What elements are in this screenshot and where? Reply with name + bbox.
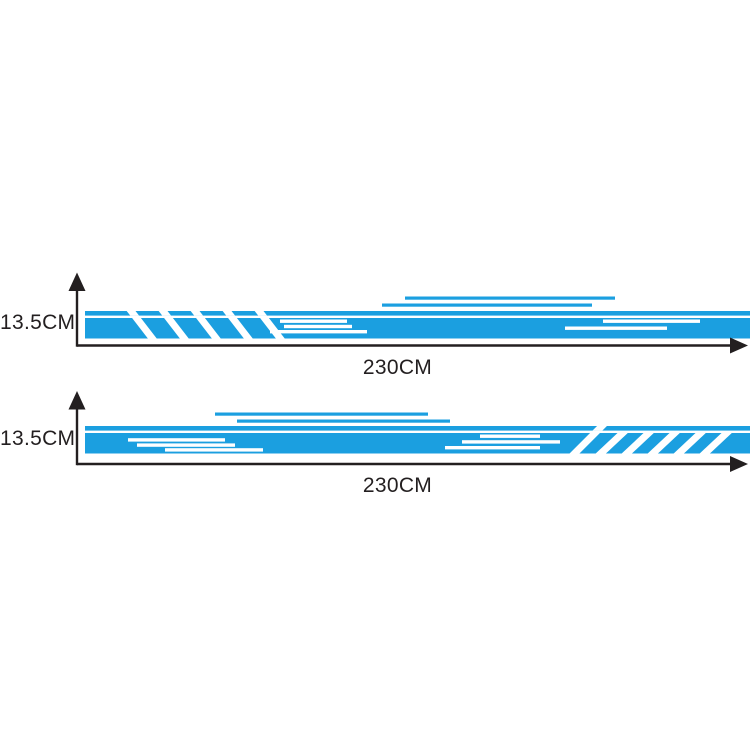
height-label: 13.5CM <box>0 311 76 334</box>
height-arrow-icon <box>68 391 86 466</box>
width-label: 230CM <box>362 474 433 497</box>
stripe-pattern-cuts <box>128 433 732 454</box>
thin-band-cut <box>592 426 607 431</box>
stripe-decal-graphic-bottom <box>68 391 750 472</box>
floating-speed-lines <box>382 296 615 307</box>
height-label: 13.5CM <box>0 427 76 450</box>
width-arrow-icon <box>77 456 748 472</box>
stripe-decal-figure-top: 13.5CM 230CM <box>0 260 750 380</box>
floating-speed-lines <box>215 412 450 423</box>
stripe-pattern-cuts <box>125 311 700 339</box>
stripe-decal-figure-bottom: 13.5CM 230CM <box>0 380 750 500</box>
height-arrow-icon <box>68 272 86 347</box>
stripe-bands <box>85 311 750 339</box>
width-arrow-icon <box>77 337 748 354</box>
stripe-decal-graphic-top <box>68 272 750 354</box>
width-label: 230CM <box>362 356 433 379</box>
